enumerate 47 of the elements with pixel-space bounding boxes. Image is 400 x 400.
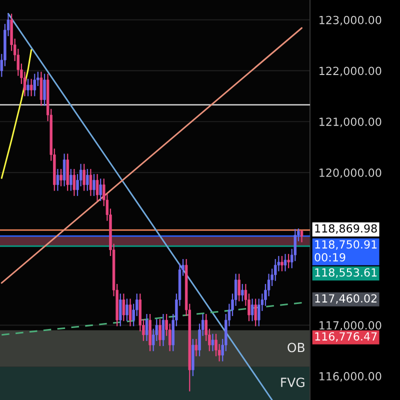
candlestick (194, 338, 198, 357)
candlestick (99, 178, 102, 202)
candlestick (89, 168, 92, 196)
text: 117,460.02 (315, 294, 377, 304)
candlestick (62, 153, 66, 187)
ref-line-label: 118,553.61 (315, 268, 377, 278)
y-tick-label: 122,000.00 (320, 66, 382, 76)
candlestick (82, 163, 86, 192)
candlestick (60, 168, 62, 187)
candlestick (284, 253, 287, 272)
line-series (0, 49, 32, 179)
candlestick (241, 283, 244, 302)
candlestick (287, 253, 290, 269)
y-tick-label: 121,000.00 (320, 118, 382, 128)
ref-line-label: 118,750.91 00:19 (314, 240, 377, 262)
candlestick (126, 298, 128, 322)
candlestick (128, 298, 132, 327)
candlestick (254, 298, 257, 327)
candlestick (158, 318, 162, 347)
candlestick (92, 173, 96, 196)
ref-line-label: 118,869.98 (315, 224, 377, 234)
candlestick (122, 293, 126, 322)
candlestick (250, 298, 254, 322)
candlestick (162, 313, 165, 347)
text: 116,776.47 (315, 332, 377, 342)
candlestick (26, 78, 30, 97)
y-tick-label: 117,000.00 (320, 321, 382, 331)
candlestick (96, 173, 99, 202)
candlestick (40, 71, 43, 106)
candlestick (280, 255, 284, 272)
band-label: OB (288, 342, 304, 352)
candlestick (211, 333, 214, 352)
candlestick (43, 73, 46, 106)
candlestick (56, 168, 60, 192)
candlestick (119, 293, 122, 327)
candlestick (145, 313, 148, 342)
band-label: FVG (281, 378, 304, 388)
candlestick (72, 168, 76, 196)
candlestick (33, 73, 36, 97)
y-tick-label: 116,000.00 (320, 372, 382, 382)
candlestick (300, 229, 304, 243)
candlestick (238, 273, 240, 302)
candlestick (30, 78, 33, 97)
y-tick-label: 120,000.00 (320, 168, 382, 178)
y-tick-label: 123,000.00 (320, 16, 382, 26)
candlestick (86, 168, 89, 192)
candlestick (70, 168, 72, 192)
